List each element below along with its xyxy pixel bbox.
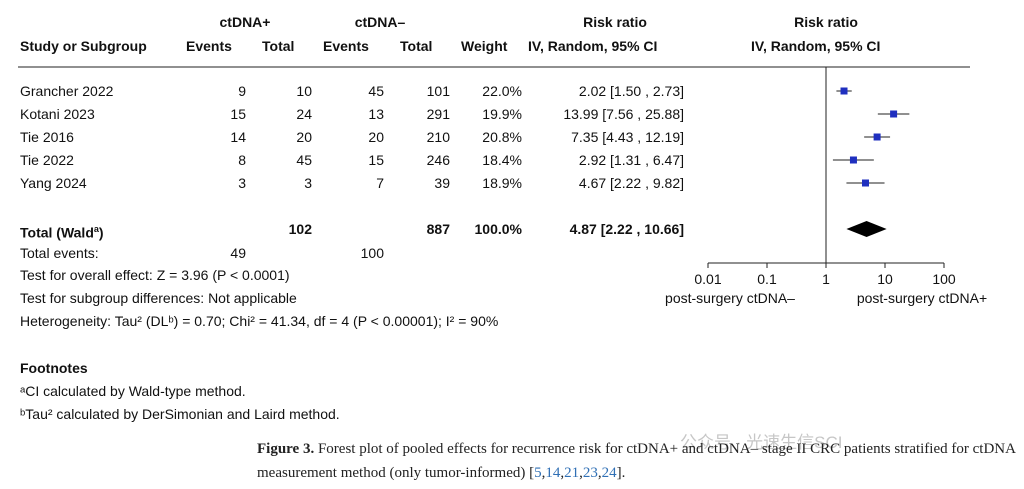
- x-tick-label: 100: [932, 271, 956, 287]
- weight-cell: 20.8%: [482, 129, 522, 145]
- axis-label-right: post-surgery ctDNA+: [857, 290, 987, 306]
- group2-header: ctDNA–: [354, 14, 406, 30]
- weight-header: Weight: [461, 38, 508, 54]
- effect-square: [890, 110, 898, 118]
- figure-caption: Figure 3. Forest plot of pooled effects …: [257, 437, 1017, 485]
- weight-cell: 18.9%: [482, 175, 522, 191]
- total-events2: 100: [360, 245, 384, 261]
- ci-cell: 2.02 [1.50 , 2.73]: [578, 83, 684, 99]
- x-tick-label: 0.01: [694, 271, 721, 287]
- footnotes-title: Footnotes: [20, 360, 88, 376]
- events2-header: Events: [323, 38, 369, 54]
- events1-cell: 8: [238, 152, 246, 168]
- total2-cell: 101: [426, 83, 450, 99]
- caption-end: ].: [616, 465, 626, 481]
- total1-cell: 24: [296, 106, 312, 122]
- ci-cell: 7.35 [4.43 , 12.19]: [571, 129, 684, 145]
- method-header-table: IV, Random, 95% CI: [528, 38, 658, 54]
- watermark: 公众号 · 光速生信SCI: [680, 433, 843, 452]
- total1-cell: 45: [296, 152, 312, 168]
- caption-figure-label: Figure 3.: [257, 441, 315, 457]
- caption-text: Forest plot of pooled effects for recurr…: [257, 441, 1016, 481]
- pooled-diamond: [846, 221, 887, 237]
- total1-cell: 3: [304, 175, 312, 191]
- weight-cell: 22.0%: [482, 83, 522, 99]
- effect-square: [861, 179, 869, 187]
- ci-cell: 4.67 [2.22 , 9.82]: [578, 175, 684, 191]
- test-overall: Test for overall effect: Z = 3.96 (P < 0…: [20, 267, 290, 283]
- caption-ref-link[interactable]: 14: [545, 465, 561, 481]
- events2-cell: 13: [368, 106, 384, 122]
- caption-ref-link[interactable]: 24: [601, 465, 617, 481]
- events2-cell: 45: [368, 83, 384, 99]
- total2-header: Total: [400, 38, 433, 54]
- x-tick-label: 1: [822, 271, 830, 287]
- total-label: Total (Walda): [20, 224, 104, 241]
- events1-cell: 15: [230, 106, 246, 122]
- caption-refs: 5,14,21,23,24: [534, 465, 617, 481]
- effect-square: [849, 156, 857, 164]
- study-name: Tie 2022: [20, 152, 74, 168]
- total-ci: 4.87 [2.22 , 10.66]: [569, 221, 684, 237]
- events2-cell: 15: [368, 152, 384, 168]
- footnote-a: ᵃCI calculated by Wald-type method.: [20, 383, 246, 399]
- rr-title-plot: Risk ratio: [794, 14, 858, 30]
- events1-cell: 9: [238, 83, 246, 99]
- heterogeneity: Heterogeneity: Tau² (DLᵇ) = 0.70; Chi² =…: [20, 313, 499, 329]
- total1-cell: 20: [296, 129, 312, 145]
- total1-cell: 10: [296, 83, 312, 99]
- total1-value: 102: [288, 221, 312, 237]
- study-name: Grancher 2022: [20, 83, 114, 99]
- total2-cell: 39: [434, 175, 450, 191]
- x-tick-label: 0.1: [757, 271, 777, 287]
- study-name: Tie 2016: [20, 129, 74, 145]
- weight-cell: 18.4%: [482, 152, 522, 168]
- footnote-b: ᵇTau² calculated by DerSimonian and Lair…: [20, 406, 340, 422]
- ci-cell: 13.99 [7.56 , 25.88]: [563, 106, 684, 122]
- events1-header: Events: [186, 38, 232, 54]
- test-subgroup: Test for subgroup differences: Not appli…: [20, 290, 297, 306]
- effect-square: [873, 133, 881, 141]
- ci-cell: 2.92 [1.31 , 6.47]: [578, 152, 684, 168]
- events1-cell: 14: [230, 129, 246, 145]
- effect-square: [840, 87, 848, 95]
- total-weight: 100.0%: [474, 221, 522, 237]
- caption-ref-link[interactable]: 5: [534, 465, 542, 481]
- study-name: Kotani 2023: [20, 106, 95, 122]
- group1-header: ctDNA+: [219, 14, 271, 30]
- total-events-label: Total events:: [20, 245, 99, 261]
- total2-cell: 246: [426, 152, 450, 168]
- events1-cell: 3: [238, 175, 246, 191]
- method-header-plot: IV, Random, 95% CI: [751, 38, 881, 54]
- total-events1: 49: [230, 245, 246, 261]
- x-tick-label: 10: [877, 271, 893, 287]
- total2-cell: 291: [426, 106, 450, 122]
- caption-ref-link[interactable]: 21: [564, 465, 580, 481]
- events2-cell: 20: [368, 129, 384, 145]
- rr-title-table: Risk ratio: [583, 14, 647, 30]
- caption-ref-link[interactable]: 23: [582, 465, 598, 481]
- events2-cell: 7: [376, 175, 384, 191]
- weight-cell: 19.9%: [482, 106, 522, 122]
- total2-value: 887: [426, 221, 450, 237]
- study-column-header: Study or Subgroup: [20, 38, 147, 54]
- total1-header: Total: [262, 38, 295, 54]
- axis-label-left: post-surgery ctDNA–: [665, 290, 795, 306]
- study-name: Yang 2024: [20, 175, 87, 191]
- total2-cell: 210: [426, 129, 450, 145]
